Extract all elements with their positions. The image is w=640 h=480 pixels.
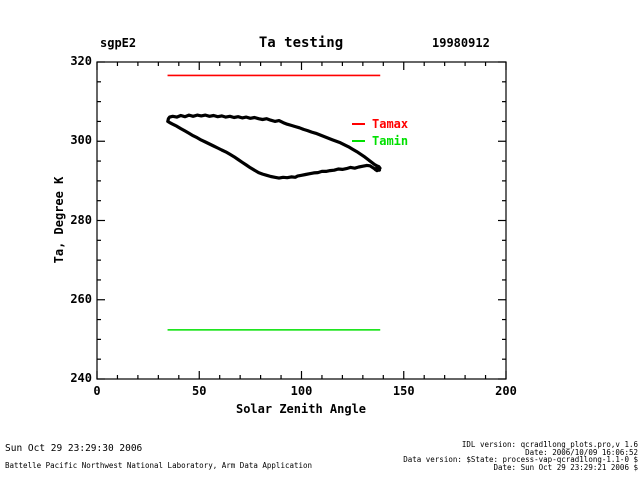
x-tick-label: 100 bbox=[290, 384, 313, 398]
plot-title: Ta testing bbox=[258, 35, 344, 51]
legend-item-tamax: Tamax bbox=[352, 117, 408, 131]
y-tick-label: 300 bbox=[70, 133, 92, 148]
y-tick-label: 240 bbox=[70, 371, 92, 385]
tamax-line-swatch bbox=[352, 123, 365, 125]
y-tick-label: 320 bbox=[70, 54, 92, 68]
x-tick-label: 50 bbox=[192, 384, 207, 398]
y-tick-label: 280 bbox=[70, 212, 92, 227]
legend-label-tamax: Tamax bbox=[372, 117, 409, 131]
date-label: 19980912 bbox=[432, 36, 490, 50]
y-tick-label: 260 bbox=[70, 291, 92, 306]
site-facility-label: sgpE2 bbox=[100, 36, 137, 50]
plot-timestamp: Sun Oct 29 23:29:30 2006 bbox=[5, 443, 143, 454]
version-info-block: IDL version: qcrad1long_plots.pro,v 1.6 D… bbox=[403, 441, 638, 471]
version-info-line: Data version: $State: process-vap-qcrad1… bbox=[403, 455, 638, 465]
version-info-line: Date: Sun Oct 29 23:29:21 2006 $ bbox=[493, 462, 639, 472]
x-tick-label: 0 bbox=[93, 384, 101, 398]
legend-item-tamin: Tamin bbox=[352, 134, 408, 148]
legend: Tamax Tamin bbox=[352, 117, 408, 148]
x-tick-label: 200 bbox=[495, 384, 517, 398]
x-axis-title: Solar Zenith Angle bbox=[235, 402, 367, 416]
laboratory-credit: Battelle Pacific Northwest National Labo… bbox=[5, 461, 313, 470]
version-info-line: Date: 2006/10/09 16:06:52 bbox=[525, 447, 638, 457]
tamin-line-swatch bbox=[352, 140, 365, 142]
version-info-line: IDL version: qcrad1long_plots.pro,v 1.6 bbox=[461, 440, 638, 449]
x-tick-label: 150 bbox=[392, 384, 415, 398]
legend-label-tamin: Tamin bbox=[372, 134, 409, 148]
